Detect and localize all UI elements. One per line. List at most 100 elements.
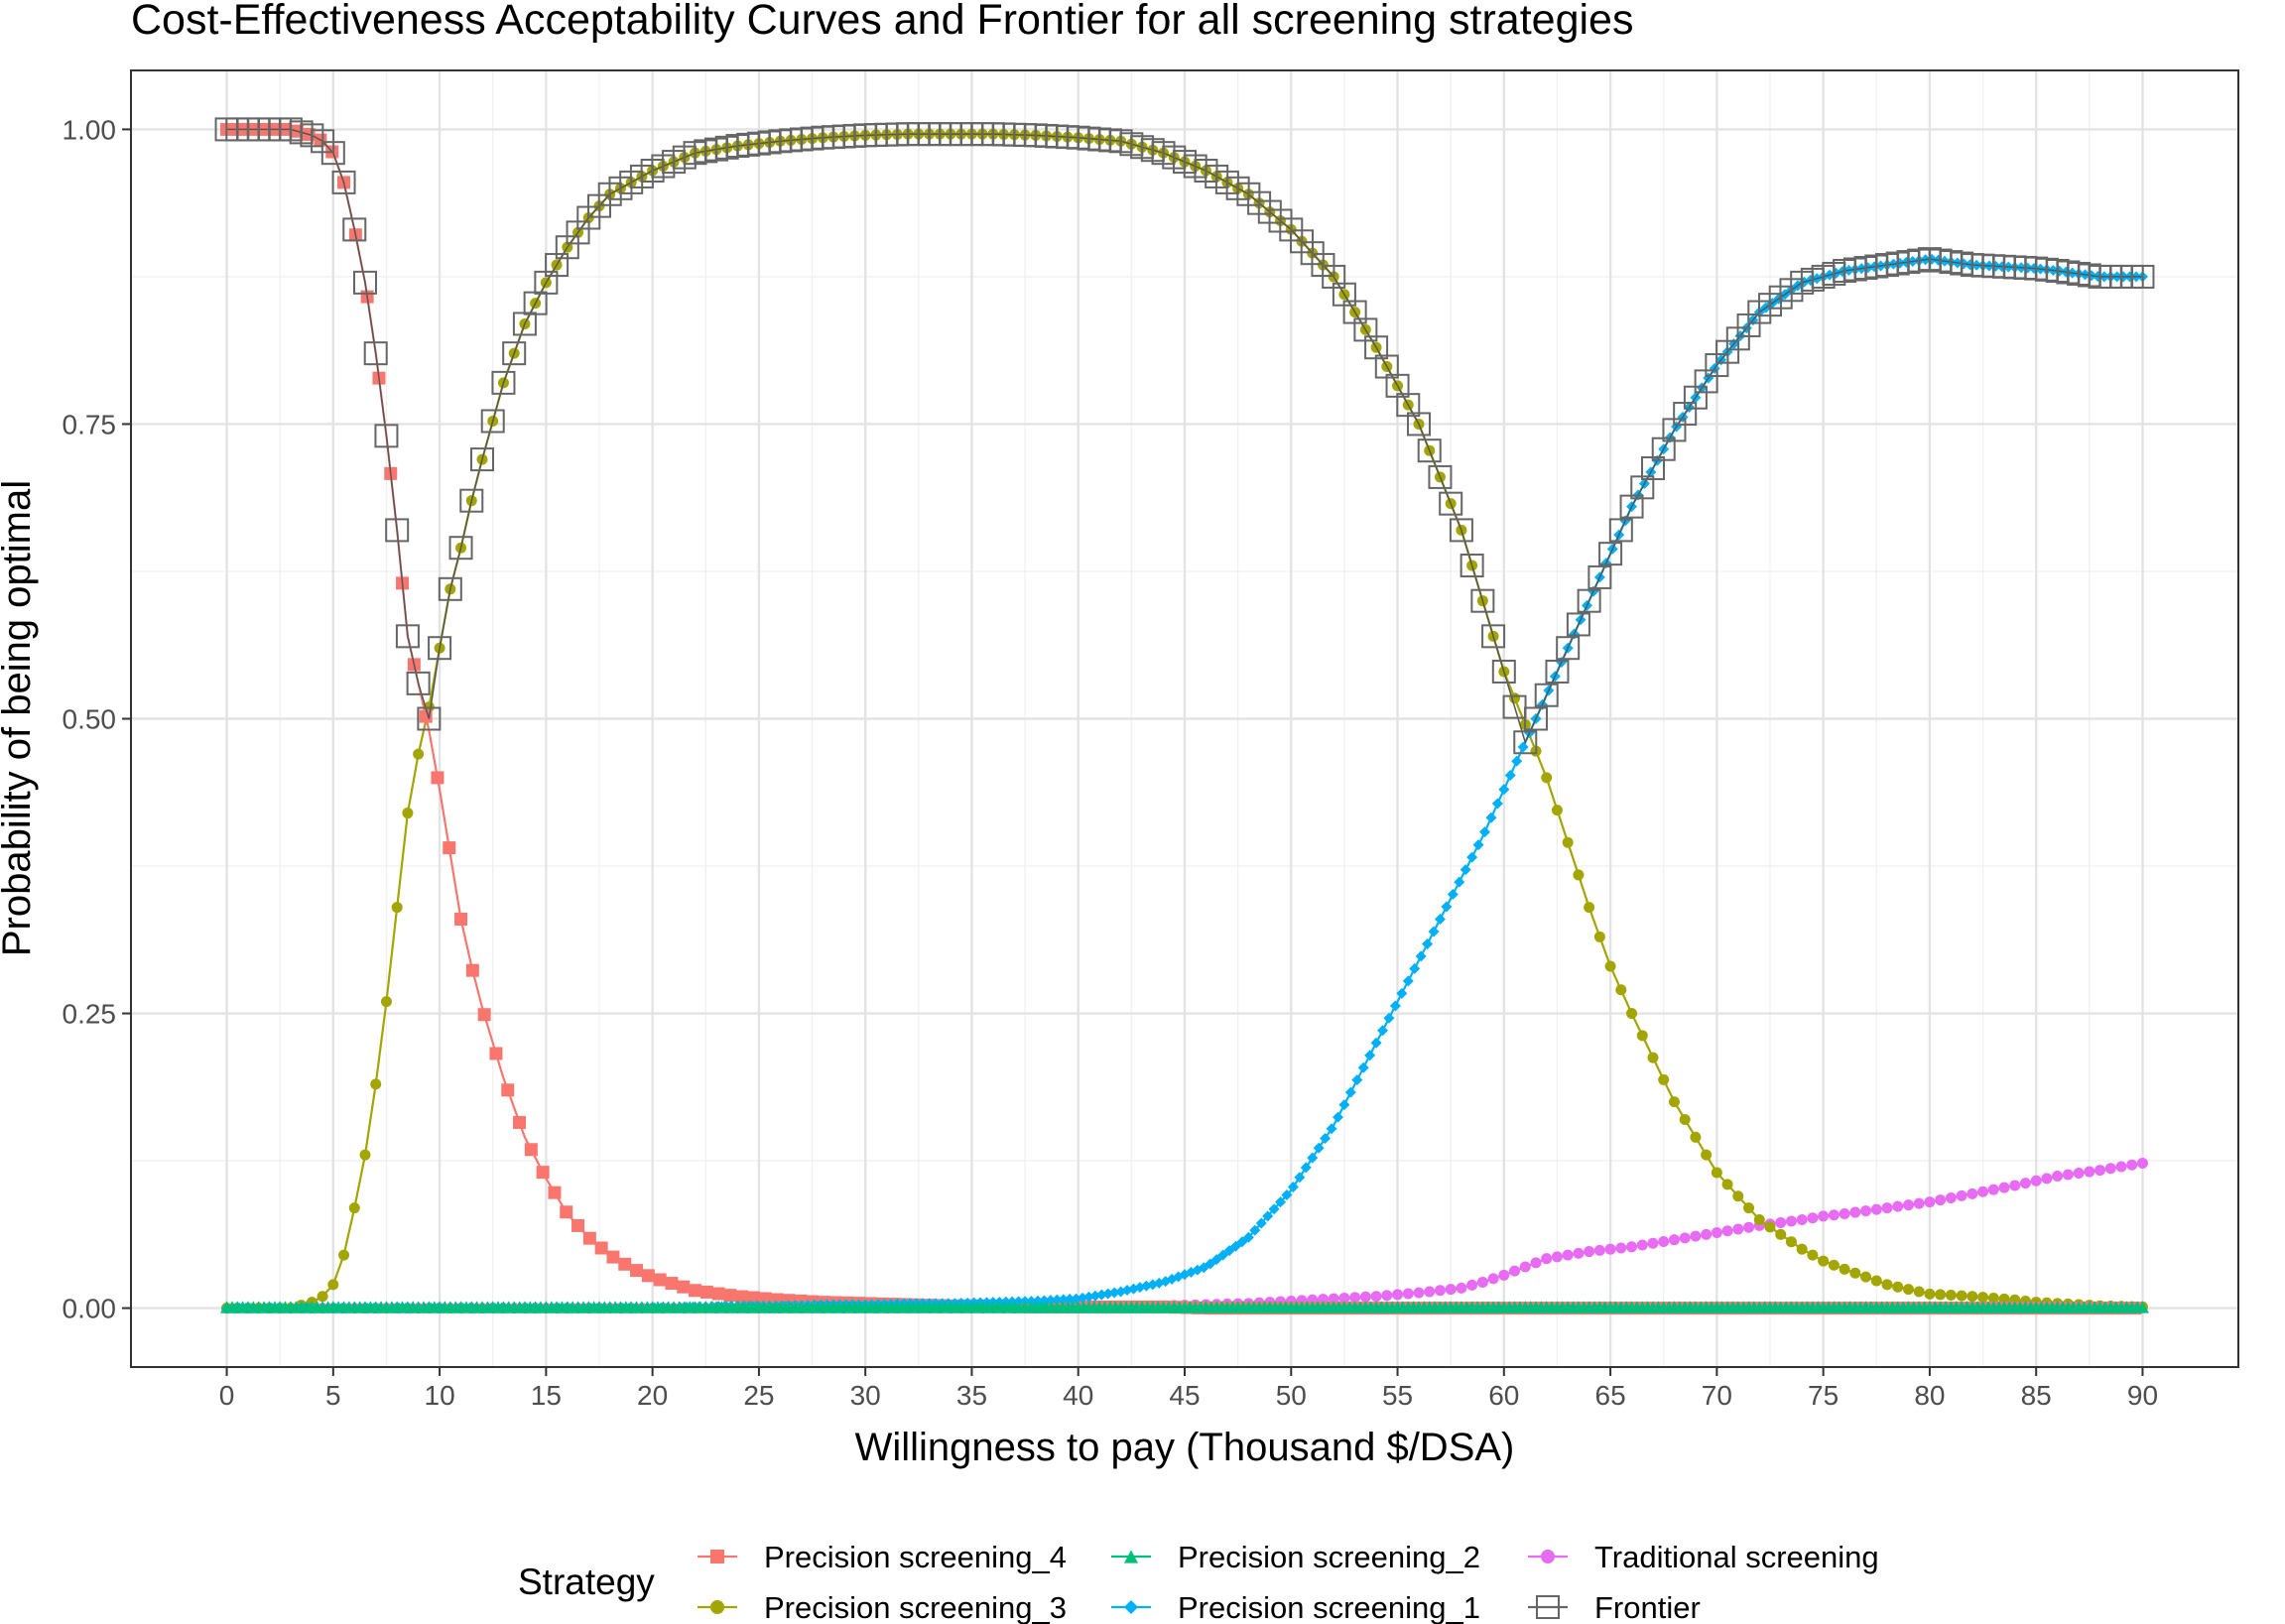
frontier-point <box>363 341 388 366</box>
frontier-point <box>438 576 462 601</box>
frontier-point <box>417 706 442 731</box>
data-point <box>1402 975 1414 987</box>
data-point <box>1870 1203 1882 1215</box>
data-point <box>560 1205 573 1219</box>
data-point <box>1658 1235 1670 1247</box>
frontier-point <box>1449 518 1473 543</box>
data-point <box>1454 876 1465 888</box>
legend-item-precision-screening-4: Precision screening_4 <box>698 1540 1067 1574</box>
data-point <box>513 1115 527 1129</box>
x-tick-label: 40 <box>1063 1380 1093 1411</box>
data-point <box>2041 1173 2053 1185</box>
data-point <box>1818 1255 1830 1267</box>
data-point <box>2073 1168 2085 1180</box>
data-point <box>1415 950 1427 962</box>
data-point <box>1647 1237 1659 1249</box>
x-tick-label: 35 <box>956 1380 987 1411</box>
data-point <box>1860 1205 1872 1217</box>
data-point <box>317 1291 328 1303</box>
data-point <box>348 1202 360 1214</box>
x-tick-label: 15 <box>531 1380 562 1411</box>
data-point <box>1796 1243 1808 1255</box>
data-point <box>1967 1291 1978 1303</box>
data-point <box>454 912 468 926</box>
data-point <box>1466 851 1478 863</box>
data-point <box>1870 1275 1882 1287</box>
y-tick-label: 1.00 <box>63 114 117 145</box>
data-point <box>1818 1210 1830 1222</box>
data-point <box>1045 1295 1057 1307</box>
data-point <box>1441 901 1453 913</box>
data-point <box>653 1273 667 1287</box>
legend-key-marker <box>710 1600 724 1614</box>
data-point <box>1424 1286 1436 1298</box>
data-point <box>1881 1202 1893 1214</box>
x-tick-label: 5 <box>325 1380 341 1411</box>
data-point <box>1924 1288 1936 1300</box>
x-tick-label: 20 <box>637 1380 668 1411</box>
data-point <box>1584 1246 1595 1258</box>
data-point <box>1701 1228 1713 1240</box>
data-point <box>1434 913 1446 925</box>
data-point <box>1504 770 1516 782</box>
data-point <box>1058 1294 1070 1306</box>
data-point <box>1711 1167 1722 1179</box>
data-point <box>1562 836 1574 848</box>
frontier-point <box>459 488 484 513</box>
data-point <box>1839 1263 1850 1275</box>
frontier-point <box>385 518 410 543</box>
data-point <box>419 709 433 723</box>
frontier-point <box>1428 464 1453 489</box>
data-point <box>443 841 456 855</box>
y-axis-ticks: 0.00 0.25 0.50 0.75 1.00 <box>63 114 131 1324</box>
data-point <box>1313 1142 1325 1154</box>
data-point <box>1498 1269 1510 1281</box>
y-tick-label: 0.25 <box>63 999 117 1030</box>
frontier-point <box>491 370 516 395</box>
frontier-point <box>1407 412 1431 437</box>
frontier-point <box>1608 518 1633 543</box>
data-point <box>1796 1213 1808 1225</box>
data-point <box>594 1241 608 1255</box>
data-point <box>1249 1224 1261 1236</box>
data-point <box>2030 1175 2042 1187</box>
data-point <box>723 1289 737 1303</box>
frontier-point <box>1417 438 1442 463</box>
y-tick-label: 0.50 <box>63 704 117 735</box>
frontier-point <box>1566 612 1590 637</box>
data-point <box>1472 839 1484 851</box>
data-point <box>1743 1221 1755 1233</box>
data-point <box>1485 812 1497 823</box>
data-point <box>1839 1208 1850 1220</box>
data-point <box>1519 1261 1531 1273</box>
data-point <box>1281 1189 1293 1201</box>
data-point <box>1721 1179 1733 1190</box>
data-point <box>1242 1231 1254 1243</box>
data-point <box>1998 1182 2010 1193</box>
data-point <box>1732 1190 1744 1202</box>
data-point <box>1370 1037 1382 1049</box>
data-point <box>1849 1206 1861 1218</box>
data-point <box>1913 1197 1925 1209</box>
x-tick-label: 10 <box>425 1380 455 1411</box>
data-point <box>1892 1281 1904 1293</box>
data-point <box>1987 1292 1999 1304</box>
data-point <box>2115 1161 2127 1173</box>
legend-item-frontier: Frontier <box>1528 1590 1701 1624</box>
data-point <box>1530 1257 1542 1269</box>
data-point <box>2095 1165 2106 1177</box>
legend-item-traditional-screening: Traditional screening <box>1528 1540 1879 1574</box>
legend-item-precision-screening-1: Precision screening_1 <box>1111 1590 1480 1624</box>
frontier-point <box>1513 730 1538 755</box>
frontier-point <box>1556 636 1581 661</box>
data-point <box>1892 1200 1904 1212</box>
frontier-point <box>320 141 345 166</box>
frontier-point <box>1439 491 1463 516</box>
data-point <box>1807 1249 1819 1261</box>
data-point <box>1775 1228 1787 1240</box>
frontier-point <box>448 536 473 561</box>
data-point <box>1721 1225 1733 1237</box>
data-point <box>1987 1184 1999 1195</box>
data-point <box>1370 1291 1382 1303</box>
x-tick-label: 50 <box>1276 1380 1307 1411</box>
